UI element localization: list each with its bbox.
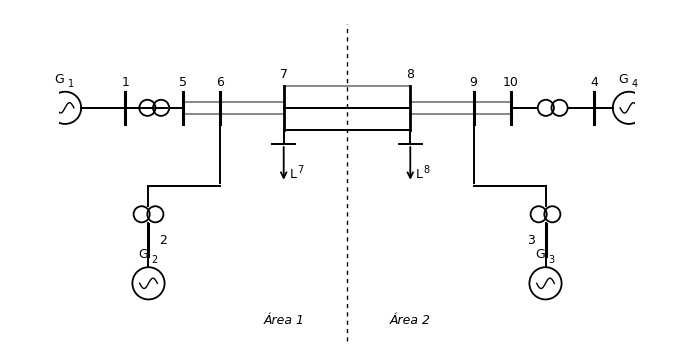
Text: G: G	[535, 248, 545, 261]
Text: 8: 8	[406, 68, 414, 81]
Text: 3: 3	[548, 255, 555, 265]
Text: Área 2: Área 2	[390, 314, 431, 327]
Text: 7: 7	[280, 68, 288, 81]
Text: 4: 4	[591, 77, 598, 89]
Text: 1: 1	[121, 77, 129, 89]
Text: G: G	[55, 73, 65, 86]
Text: 3: 3	[527, 234, 535, 247]
Text: 4: 4	[632, 79, 638, 89]
Text: 2: 2	[151, 255, 158, 265]
Text: 1: 1	[68, 79, 74, 89]
Text: L: L	[289, 167, 296, 181]
Text: 6: 6	[217, 77, 224, 89]
Text: 2: 2	[159, 234, 167, 247]
Text: G: G	[138, 248, 148, 261]
Text: 10: 10	[503, 77, 519, 89]
Text: 8: 8	[423, 165, 430, 175]
Text: G: G	[618, 73, 628, 86]
Text: L: L	[416, 167, 423, 181]
Text: 7: 7	[297, 165, 303, 175]
Text: 9: 9	[470, 77, 477, 89]
Text: 5: 5	[179, 77, 187, 89]
Text: Área 1: Área 1	[263, 314, 304, 327]
